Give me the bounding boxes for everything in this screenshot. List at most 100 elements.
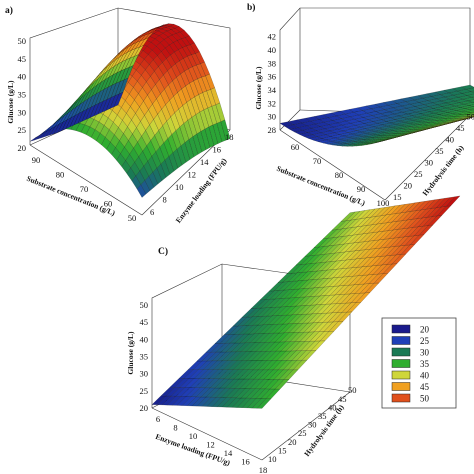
panel-c-y-tick-label: 50 [348,385,357,395]
panel-a-z-tick-label: 30 [18,107,27,117]
panel-a: a) Glucose (g/L) Substrate concentration… [5,5,234,225]
panel-a-z-tick-label: 20 [18,143,27,153]
panel-c-x-tick-label: 12 [206,440,215,450]
panel-c-y-tick-label: 45 [338,394,347,404]
panel-b-x-tick-label: 60 [291,142,300,152]
panel-c-surface [151,195,461,409]
panel-c-surface-cell [340,211,356,222]
panel-c-y-tick-label: 35 [318,411,327,421]
panel-b-y-tick-label: 35 [435,146,444,156]
legend-label: 35 [420,359,430,369]
panel-c-y-tick-label: 15 [278,445,287,455]
legend-label: 40 [420,371,430,381]
panel-a-z-tick-label: 40 [18,72,27,82]
panel-c-z-tick-label: 20 [140,403,149,413]
panel-b-ticks: 2830323436384042607080901001520253035404… [268,32,474,208]
panel-c-x-tick-label: 14 [224,448,233,458]
panel-c-z-tick-label: 30 [140,369,149,379]
panel-c-x-tick-label: 8 [173,423,177,433]
panel-b-surface [279,84,474,147]
legend-label: 20 [420,325,430,335]
panel-b-x-tick-label: 100 [377,198,390,208]
legend-label: 50 [420,394,430,404]
panel-b-x-title: Substrate concentration (g/L) [275,164,367,208]
panel-b-z-tick-label: 40 [268,45,277,55]
panel-b-y-tick-label: 25 [414,169,423,179]
panel-a-y-tick-label: 10 [175,182,184,192]
legend-swatch [391,393,411,403]
panel-b-z-tick-label: 42 [268,32,277,42]
panel-b-z-tick-label: 32 [268,98,277,108]
panel-b-z-title: Glucose (g/L) [254,66,263,110]
panel-b-z-tick-label: 38 [268,58,277,68]
panel-a-x-tick-label: 60 [104,199,113,209]
panel-a-z-title: Glucose (g/L) [6,80,15,124]
panel-a-y-tick-label: 8 [163,195,167,205]
panel-c-tag: C) [158,246,168,257]
panel-c-z-tick-label: 45 [140,317,149,327]
panel-a-z-tick-label: 45 [18,54,27,64]
panel-b-surface-cell [460,84,474,90]
legend-swatch [391,382,411,391]
panel-a-surface [29,23,231,198]
panel-b-x-tick-label: 90 [357,184,366,194]
panel-c-z-title: Glucose (g/L) [126,331,135,375]
panel-c-z-tick-label: 25 [140,386,149,396]
panel-c-x-tick-label: 16 [241,457,250,467]
panel-a-x-tick-label: 50 [128,213,137,223]
legend-swatch [391,336,411,345]
panel-b-y-tick-label: 20 [404,181,413,191]
panel-b-y-tick-label: 45 [456,123,465,133]
legend-swatch [391,370,411,380]
panel-a-y-tick-label: 18 [225,132,234,142]
panel-c-y-tick-label: 20 [288,437,297,447]
panel-b: b) Glucose (g/L) Substrate concentration… [247,2,474,208]
panel-b-z-tick-label: 30 [268,112,277,122]
panel-a-z-tick-label: 35 [18,90,27,100]
panel-b-y-tick-label: 30 [425,158,434,168]
legend-label: 45 [420,382,430,392]
panel-b-y-tick-label: 15 [393,192,402,202]
legend-swatch [391,359,411,368]
panel-b-x-tick-label: 70 [313,156,322,166]
panel-c-x-tick-label: 10 [189,431,198,441]
panel-b-x-tick-label: 80 [335,170,344,180]
legend-label: 25 [420,336,430,346]
panel-a-y-tick-label: 6 [150,207,154,217]
panel-a-y-tick-label: 16 [213,145,222,155]
panel-b-surface-cell [468,104,474,107]
panel-c-y-tick-label: 30 [308,420,317,430]
panel-c-y-tick-label: 10 [268,454,277,464]
panel-a-y-tick-label: 14 [200,157,209,167]
panel-c-ticks: 2025303540455068101214161810152025303540… [140,300,357,474]
panel-b-y-tick-label: 50 [467,112,474,122]
legend-swatch [391,324,411,334]
panel-c-z-tick-label: 50 [140,300,149,310]
legend-swatch [391,347,411,357]
panel-b-z-tick-label: 34 [268,85,277,95]
panel-b-z-tick-label: 36 [268,72,277,82]
legend-label: 30 [420,348,430,358]
panel-b-tag: b) [247,2,255,13]
panel-c-y-tick-label: 40 [328,402,337,412]
panel-b-surface-cell [471,96,474,99]
panel-c-z-tick-label: 35 [140,351,149,361]
panel-b-z-tick-label: 28 [268,125,277,135]
panel-c-y-tick-label: 25 [298,428,307,438]
panel-a-surface-cell [113,91,124,108]
panel-a-z-tick-label: 50 [18,36,27,46]
panel-c-z-tick-label: 40 [140,334,149,344]
panel-a-tag: a) [5,5,13,16]
panel-a-x-tick-label: 90 [32,155,41,165]
panel-a-x-tick-label: 70 [80,184,89,194]
panel-a-x-title: Substrate concentration (g/L) [25,174,117,218]
panel-a-z-tick-label: 25 [18,125,27,135]
panel-c-x-tick-label: 18 [259,465,268,474]
panel-c-x-tick-label: 6 [156,414,160,424]
panel-a-x-tick-label: 80 [56,170,65,180]
panel-b-y-tick-label: 40 [446,135,455,145]
